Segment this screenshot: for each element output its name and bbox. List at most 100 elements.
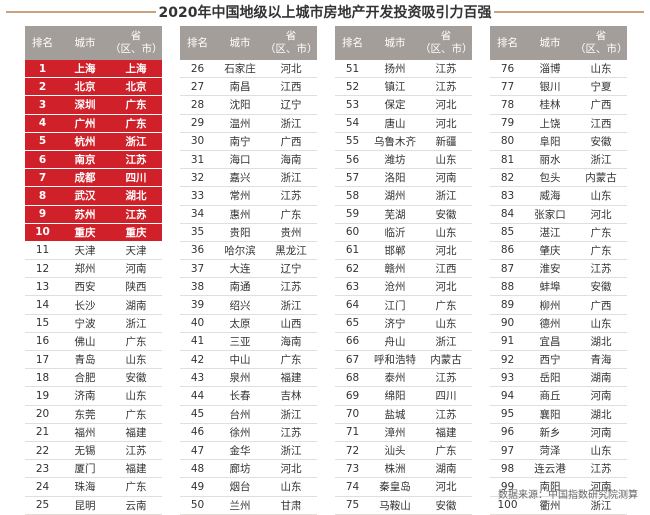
- province-cell: 吉林: [265, 386, 317, 406]
- province-cell: 湖北: [110, 186, 162, 206]
- header-province: 省（区、市）: [110, 26, 163, 60]
- city-cell: 淄博: [525, 60, 575, 79]
- rank-cell: 82: [490, 168, 525, 188]
- province-cell: 广西: [575, 295, 627, 315]
- city-cell: 新乡: [525, 423, 575, 442]
- province-cell: 江苏: [575, 259, 627, 279]
- province-cell: 山东: [420, 314, 472, 333]
- table-row: 57 洛阳 河南: [335, 168, 472, 188]
- rank-cell: 86: [490, 241, 525, 261]
- table-row: 69 绵阳 四川: [335, 386, 472, 406]
- province-cell: 山东: [265, 477, 317, 497]
- city-cell: 上海: [60, 60, 110, 79]
- rank-cell: 83: [490, 186, 525, 206]
- province-cell: 宁夏: [575, 77, 627, 97]
- province-cell: 安徽: [420, 205, 472, 224]
- city-cell: 襄阳: [525, 405, 575, 424]
- table-row: 59 芜湖 安徽: [335, 205, 472, 224]
- province-cell: 浙江: [265, 114, 317, 133]
- city-cell: 连云港: [525, 459, 575, 479]
- province-cell: 福建: [420, 423, 472, 442]
- rank-cell: 14: [25, 295, 60, 315]
- city-cell: 潍坊: [370, 150, 420, 170]
- city-cell: 徐州: [215, 423, 265, 442]
- rank-cell: 16: [25, 332, 60, 352]
- city-cell: 嘉兴: [215, 168, 265, 188]
- rank-cell: 77: [490, 77, 525, 97]
- table-row: 60 临沂 山东: [335, 223, 472, 242]
- province-cell: 湖南: [110, 295, 162, 315]
- province-cell: 湖南: [575, 368, 627, 388]
- city-cell: 保定: [370, 95, 420, 115]
- province-cell: 安徽: [575, 277, 627, 297]
- city-cell: 无锡: [60, 441, 110, 461]
- city-cell: 惠州: [215, 205, 265, 224]
- rank-cell: 90: [490, 314, 525, 333]
- province-cell: 广东: [110, 114, 162, 133]
- city-cell: 台州: [215, 405, 265, 424]
- table-row: 75 马鞍山 安徽: [335, 496, 472, 515]
- province-cell: 黑龙江: [265, 241, 317, 261]
- table-row: 2 北京 北京: [25, 77, 162, 97]
- header-row: 排名 城市省（区、市）: [335, 26, 473, 60]
- city-cell: 深圳: [60, 95, 110, 115]
- city-cell: 湛江: [525, 223, 575, 242]
- city-cell: 厦门: [60, 459, 110, 479]
- table-row: 63 沧州 河北: [335, 277, 472, 297]
- province-cell: 福建: [110, 459, 162, 479]
- city-cell: 中山: [215, 350, 265, 370]
- province-cell: 浙江: [110, 314, 162, 333]
- header-rank: 排名: [180, 26, 215, 60]
- rank-cell: 3: [25, 95, 60, 115]
- table-row: 52 镇江 江苏: [335, 77, 472, 97]
- table-row: 92 西宁 青海: [490, 350, 627, 370]
- city-cell: 株洲: [370, 459, 420, 479]
- province-cell: 河北: [575, 205, 627, 224]
- rank-cell: 67: [335, 350, 370, 370]
- city-cell: 柳州: [525, 295, 575, 315]
- city-cell: 镇江: [370, 77, 420, 97]
- table-row: 53 保定 河北: [335, 95, 472, 115]
- province-cell: 浙江: [265, 405, 317, 424]
- ranking-table: 排名 城市省（区、市） 1 上海 上海 2 北京 北京 3 深圳 广东 4 广州 广东 5 杭州 浙江 6 南京 江苏…: [25, 26, 163, 515]
- province-cell: 江苏: [110, 205, 162, 224]
- table-row: 30 南宁 广西: [180, 132, 317, 151]
- table-row: 27 南昌 江西: [180, 77, 317, 97]
- rank-cell: 29: [180, 114, 215, 133]
- city-cell: 哈尔滨: [215, 241, 265, 261]
- city-cell: 赣州: [370, 259, 420, 279]
- table-row: 55 乌鲁木齐 新疆: [335, 132, 472, 151]
- city-cell: 秦皇岛: [370, 477, 420, 497]
- city-cell: 佛山: [60, 332, 110, 352]
- city-cell: 苏州: [60, 205, 110, 224]
- province-cell: 陕西: [110, 277, 162, 297]
- header-city: 城市: [370, 26, 420, 60]
- city-cell: 常州: [215, 186, 265, 206]
- rank-cell: 42: [180, 350, 215, 370]
- table-row: 35 贵阳 贵州: [180, 223, 317, 242]
- city-cell: 西安: [60, 277, 110, 297]
- province-cell: 广西: [265, 132, 317, 151]
- province-cell: 江苏: [265, 186, 317, 206]
- city-cell: 沈阳: [215, 95, 265, 115]
- province-cell: 山东: [420, 150, 472, 170]
- rank-cell: 65: [335, 314, 370, 333]
- province-cell: 福建: [110, 423, 162, 442]
- table-row: 43 泉州 福建: [180, 368, 317, 388]
- table-row: 61 邯郸 河北: [335, 241, 472, 261]
- table-row: 95 襄阳 湖北: [490, 405, 627, 424]
- rank-cell: 55: [335, 132, 370, 151]
- table-row: 9 苏州 江苏: [25, 205, 162, 224]
- city-cell: 银川: [525, 77, 575, 97]
- header-city: 城市: [215, 26, 265, 60]
- rank-cell: 10: [25, 223, 60, 242]
- province-cell: 辽宁: [265, 95, 317, 115]
- province-cell: 江苏: [420, 405, 472, 424]
- city-cell: 唐山: [370, 114, 420, 133]
- province-cell: 江苏: [265, 423, 317, 442]
- rank-cell: 98: [490, 459, 525, 479]
- city-cell: 兰州: [215, 496, 265, 515]
- rank-cell: 61: [335, 241, 370, 261]
- province-cell: 安徽: [110, 368, 162, 388]
- city-cell: 贵阳: [215, 223, 265, 242]
